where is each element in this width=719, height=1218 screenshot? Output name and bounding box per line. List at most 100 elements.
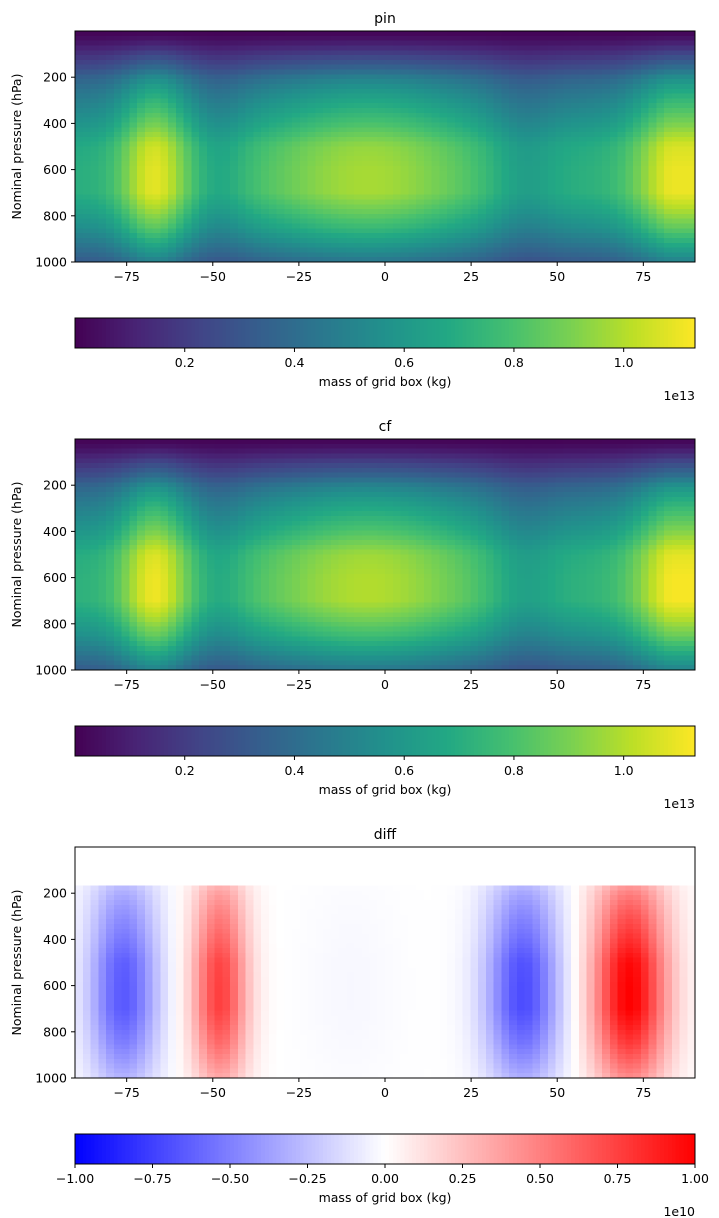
heatmap-cell — [361, 69, 371, 75]
heatmap-cell — [447, 55, 456, 61]
heatmap-cell — [82, 233, 92, 239]
heatmap-cell — [206, 132, 216, 138]
heatmap-cell — [330, 98, 340, 104]
heatmap-cell — [253, 242, 262, 249]
heatmap-cell — [168, 108, 177, 114]
colorbar-segment — [671, 318, 677, 348]
heatmap-cell — [237, 98, 247, 104]
heatmap-cell — [555, 122, 564, 128]
heatmap-cell — [625, 213, 634, 220]
heatmap-cell — [377, 185, 386, 191]
heatmap-cell — [144, 122, 154, 128]
heatmap-cell — [284, 165, 293, 172]
heatmap-cell — [152, 559, 161, 565]
heatmap-cell — [268, 223, 278, 229]
heatmap-cell — [385, 83, 394, 90]
heatmap-cell — [199, 535, 208, 541]
colorbar-segment — [303, 318, 309, 348]
heatmap-cell — [392, 40, 402, 47]
heatmap-cell — [571, 141, 580, 148]
heatmap-cell — [392, 233, 402, 239]
heatmap-cell — [571, 88, 580, 95]
heatmap-cell — [400, 165, 409, 172]
heatmap-cell — [106, 209, 115, 215]
heatmap-cell — [679, 146, 688, 152]
heatmap-cell — [137, 40, 146, 47]
heatmap-cell — [152, 482, 161, 488]
heatmap-cell — [206, 136, 216, 143]
heatmap-cell — [447, 74, 456, 80]
heatmap-cell — [106, 146, 115, 152]
heatmap-cell — [75, 641, 84, 647]
heatmap-cell — [454, 194, 464, 201]
heatmap-cell — [175, 458, 185, 464]
heatmap-cell — [679, 237, 688, 244]
heatmap-cell — [199, 516, 208, 522]
heatmap-cell — [640, 175, 650, 181]
heatmap-cell — [664, 218, 673, 225]
heatmap-cell — [113, 636, 123, 642]
heatmap-cell — [191, 554, 200, 560]
heatmap-cell — [144, 146, 154, 152]
heatmap-cell — [609, 45, 619, 51]
heatmap-cell — [121, 50, 130, 56]
heatmap-cell — [330, 31, 340, 37]
heatmap-cell — [586, 209, 595, 215]
heatmap-cell — [447, 199, 456, 205]
heatmap-cell — [75, 40, 84, 47]
heatmap-cell — [144, 108, 154, 114]
heatmap-cell — [121, 583, 130, 589]
heatmap-cell — [129, 501, 138, 507]
heatmap-cell — [516, 132, 526, 138]
heatmap-cell — [501, 170, 510, 176]
heatmap-cell — [292, 93, 301, 99]
heatmap-cell — [276, 45, 285, 51]
heatmap-cell — [168, 35, 177, 42]
heatmap-cell — [671, 50, 681, 56]
heatmap-cell — [377, 189, 386, 196]
heatmap-cell — [160, 573, 169, 580]
heatmap-cell — [493, 237, 502, 244]
heatmap-cell — [609, 103, 619, 109]
heatmap-cell — [423, 223, 433, 229]
heatmap-cell — [555, 247, 564, 253]
heatmap-cell — [191, 45, 200, 51]
heatmap-cell — [152, 252, 161, 258]
heatmap-cell — [175, 194, 185, 201]
heatmap-cell — [509, 45, 518, 51]
heatmap-cell — [245, 93, 254, 99]
heatmap-cell — [214, 93, 223, 99]
heatmap-cell — [183, 458, 192, 464]
heatmap-cell — [230, 50, 239, 56]
heatmap-cell — [276, 233, 285, 239]
heatmap-cell — [656, 146, 665, 152]
heatmap-cell — [299, 108, 309, 114]
heatmap-cell — [276, 59, 285, 66]
heatmap-cell — [214, 588, 223, 594]
heatmap-cell — [431, 132, 440, 138]
heatmap-cell — [75, 443, 84, 450]
heatmap-cell — [578, 55, 588, 61]
heatmap-cell — [276, 194, 285, 201]
heatmap-cell — [571, 199, 580, 205]
heatmap-cell — [392, 127, 402, 133]
heatmap-cell — [361, 160, 371, 167]
heatmap-cell — [555, 185, 564, 191]
heatmap-cell — [423, 93, 433, 99]
heatmap-cell — [191, 626, 200, 633]
heatmap-cell — [98, 554, 107, 560]
heatmap-cell — [625, 141, 634, 148]
heatmap-cell — [199, 233, 208, 239]
heatmap-cell — [121, 467, 130, 474]
heatmap-cell — [416, 40, 425, 47]
heatmap-cell — [687, 31, 696, 37]
heatmap-cell — [578, 31, 588, 37]
heatmap-cell — [75, 88, 84, 95]
heatmap-cell — [90, 59, 99, 66]
heatmap-cell — [392, 257, 402, 263]
heatmap-cell — [671, 223, 681, 229]
heatmap-cell — [245, 175, 254, 181]
x-tick-label: −50 — [200, 269, 226, 284]
heatmap-cell — [369, 88, 378, 95]
heatmap-cell — [129, 621, 138, 628]
